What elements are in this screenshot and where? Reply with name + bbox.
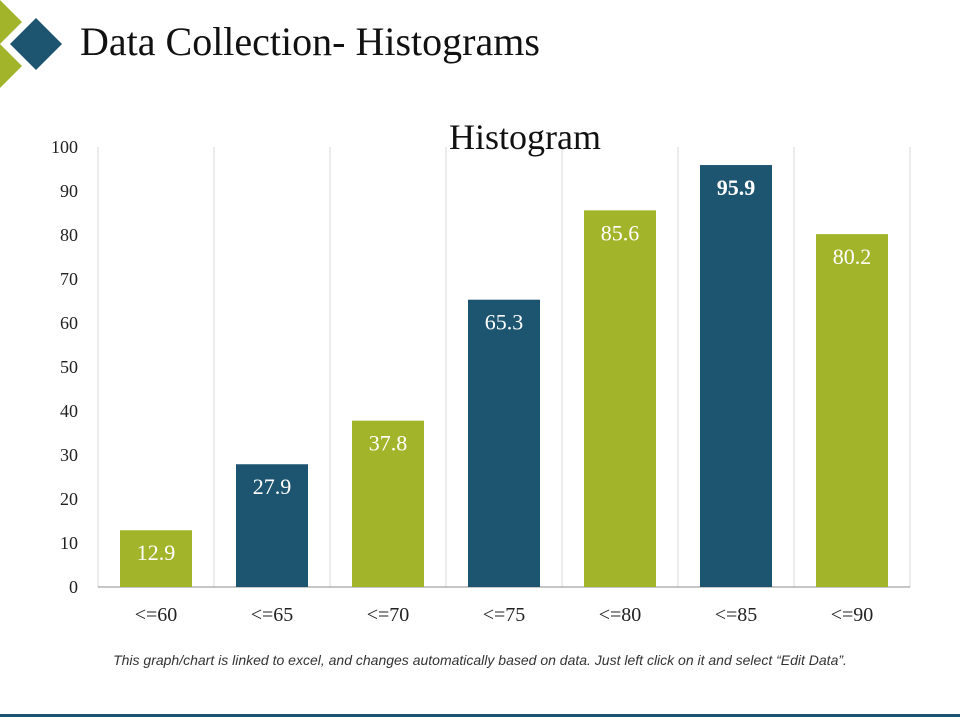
slide-title: Data Collection- Histograms	[80, 19, 540, 64]
bottom-rule	[0, 714, 960, 717]
y-tick-label: 100	[51, 137, 78, 157]
bar[interactable]	[236, 464, 308, 587]
bar[interactable]	[584, 210, 656, 588]
logo-green-diamond-lower	[0, 44, 22, 88]
y-tick-label: 70	[60, 269, 78, 289]
y-tick-label: 40	[60, 401, 78, 421]
x-tick-label: <=90	[831, 604, 874, 626]
data-label: 65.3	[485, 310, 524, 335]
x-tick-label: <=65	[251, 604, 294, 626]
data-label: 85.6	[601, 220, 640, 245]
logo-diamonds	[0, 0, 62, 88]
bar[interactable]	[816, 234, 888, 587]
histogram-chart[interactable]: 0 10 20 30 40 50 60 70 80 90 100 Histogram 12.9 <=60 2…	[0, 0, 960, 640]
logo-green-diamond	[0, 0, 22, 44]
footnote: This graph/chart is linked to excel, and…	[113, 652, 847, 668]
y-tick-label: 80	[60, 225, 78, 245]
data-label: 27.9	[253, 474, 292, 499]
y-tick-label: 50	[60, 357, 78, 377]
y-tick-label: 30	[60, 445, 78, 465]
x-tick-label: <=85	[715, 604, 758, 626]
data-label: 12.9	[137, 540, 176, 565]
y-tick-label: 60	[60, 313, 78, 333]
x-tick-label: <=80	[599, 604, 642, 626]
data-label: 37.8	[369, 431, 408, 456]
x-tick-label: <=70	[367, 604, 410, 626]
data-label: 80.2	[833, 244, 872, 269]
x-tick-label: <=75	[483, 604, 526, 626]
y-tick-label: 20	[60, 489, 78, 509]
y-tick-label: 10	[60, 533, 78, 553]
data-label: 95.9	[717, 175, 756, 200]
bar[interactable]	[352, 420, 424, 587]
bar[interactable]	[120, 530, 192, 587]
bar[interactable]	[468, 299, 540, 587]
logo-navy-diamond	[10, 18, 62, 70]
chart-title: Histogram	[449, 117, 601, 157]
bar[interactable]	[700, 165, 772, 588]
y-tick-label: 0	[69, 577, 78, 597]
x-tick-label: <=60	[135, 604, 178, 626]
y-tick-label: 90	[60, 181, 78, 201]
